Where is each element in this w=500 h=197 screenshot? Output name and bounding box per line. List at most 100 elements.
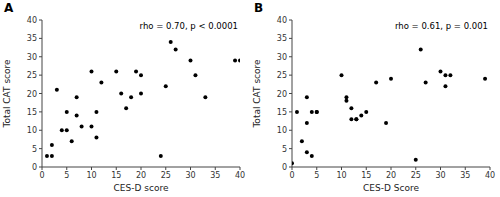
y-tick-label: 25 [27,71,37,80]
point [439,69,443,73]
x-tick-label: 25 [161,171,171,180]
x-tick [116,167,117,170]
y-tick [289,130,292,131]
x-tick [316,167,317,170]
y-tick-label: 20 [277,90,287,99]
y-tick-label: 30 [277,53,287,62]
point [45,154,49,158]
y-tick [39,38,42,39]
x-tick [66,167,67,170]
x-tick-label: 30 [435,171,445,180]
y-tick-label: 0 [32,163,37,172]
point [169,40,173,44]
point [414,158,418,162]
x-tick-label: 5 [314,171,319,180]
point [310,154,314,158]
y-tick [289,20,292,21]
point [315,110,319,114]
point [448,73,452,77]
point [90,69,94,73]
y-tick [39,167,42,168]
x-tick-label: 40 [235,171,245,180]
x-tick [91,167,92,170]
x-tick [240,167,241,170]
x-tick-label: 25 [411,171,421,180]
panel-label: A [4,1,14,15]
x-tick-label: 10 [86,171,96,180]
point [94,110,98,114]
x-tick [341,167,342,170]
points [292,47,487,165]
y-tick-label: 10 [27,126,37,135]
point [344,95,348,99]
point [364,110,368,114]
point [374,80,378,84]
x-tick-label: 35 [210,171,220,180]
y-tick [39,56,42,57]
y-tick [289,38,292,39]
y-tick-label: 5 [32,145,37,154]
x-tick [465,167,466,170]
panel: 05101520253035400510152025303540CES-D Sc… [252,1,495,193]
y-tick [39,93,42,94]
point [134,69,138,73]
x-tick-label: 35 [460,171,470,180]
point [424,80,428,84]
x-tick-label: 30 [185,171,195,180]
x-tick [215,167,216,170]
x-tick-label: 0 [289,171,294,180]
x-tick [165,167,166,170]
y-tick [39,111,42,112]
x-tick [415,167,416,170]
figure: 05101520253035400510152025303540CES-D sc… [0,0,500,197]
point [75,95,79,99]
point [305,95,309,99]
y-tick [289,56,292,57]
point [483,77,487,81]
y-tick-label: 5 [282,145,287,154]
point [359,114,363,118]
point [295,110,299,114]
y-tick-label: 15 [277,108,287,117]
y-tick [39,20,42,21]
x-tick-label: 40 [485,171,495,180]
panel: 05101520253035400510152025303540CES-D sc… [2,1,245,193]
point [139,73,143,77]
y-tick-label: 35 [277,34,287,43]
y-tick-label: 10 [277,126,287,135]
y-tick-label: 25 [277,71,287,80]
y-tick [289,111,292,112]
y-tick-label: 35 [27,34,37,43]
point [99,80,103,84]
point [310,110,314,114]
point [443,73,447,77]
y-tick [289,167,292,168]
x-tick-label: 0 [39,171,44,180]
point [349,106,353,110]
x-axis-label: CES-D score [114,183,169,193]
y-tick-label: 40 [277,16,287,25]
point [119,92,123,96]
point [305,150,309,154]
point [129,95,133,99]
point [65,128,69,132]
y-tick [289,148,292,149]
y-axis-label: Total CAT score [2,59,12,129]
point [50,154,54,158]
point [389,77,393,81]
point [75,114,79,118]
point [203,95,207,99]
point [315,110,319,114]
point [80,125,84,129]
x-tick [366,167,367,170]
point [174,47,178,51]
point [344,99,348,103]
x-tick-label: 5 [64,171,69,180]
point [124,106,128,110]
point [238,58,240,62]
x-axis-label: CES-D Score [363,183,419,193]
point [349,117,353,121]
y-axis-label: Total CAT score [252,59,262,129]
x-tick-label: 15 [111,171,121,180]
point [60,128,64,132]
